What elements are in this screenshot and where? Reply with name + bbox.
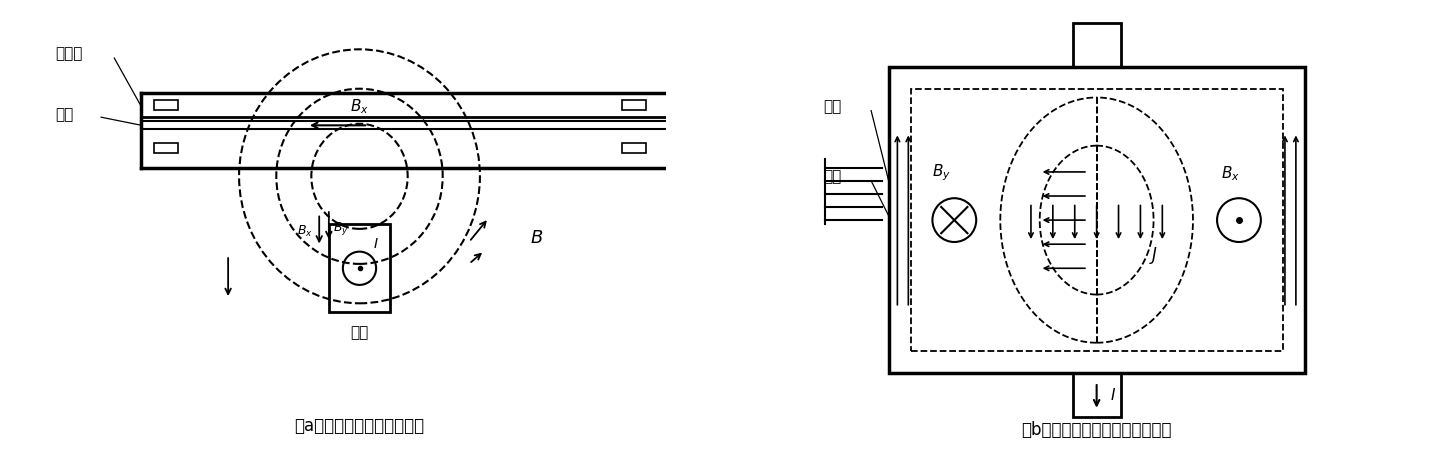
Text: $B_y$: $B_y$	[334, 220, 349, 238]
Text: （a）电磁脉冲板件焊接装配: （a）电磁脉冲板件焊接装配	[295, 417, 424, 435]
Text: $J$: $J$	[1149, 245, 1158, 266]
Text: 坠片: 坠片	[55, 108, 73, 122]
Text: $B_y$: $B_y$	[932, 162, 951, 183]
Text: $B_x$: $B_x$	[349, 97, 370, 116]
Text: 基板: 基板	[823, 99, 841, 114]
Text: $B_x$: $B_x$	[1221, 164, 1240, 183]
Text: $B$: $B$	[531, 228, 544, 247]
Text: 线圈: 线圈	[351, 325, 368, 340]
Text: 固定块: 固定块	[55, 46, 82, 61]
Text: $B_x$: $B_x$	[296, 224, 312, 238]
Text: 飞板: 飞板	[823, 169, 841, 184]
Text: （b）板件内部磁场以及电流分布: （b）板件内部磁场以及电流分布	[1021, 421, 1172, 439]
Text: $I$: $I$	[1110, 387, 1116, 403]
Text: $I$: $I$	[372, 237, 378, 251]
